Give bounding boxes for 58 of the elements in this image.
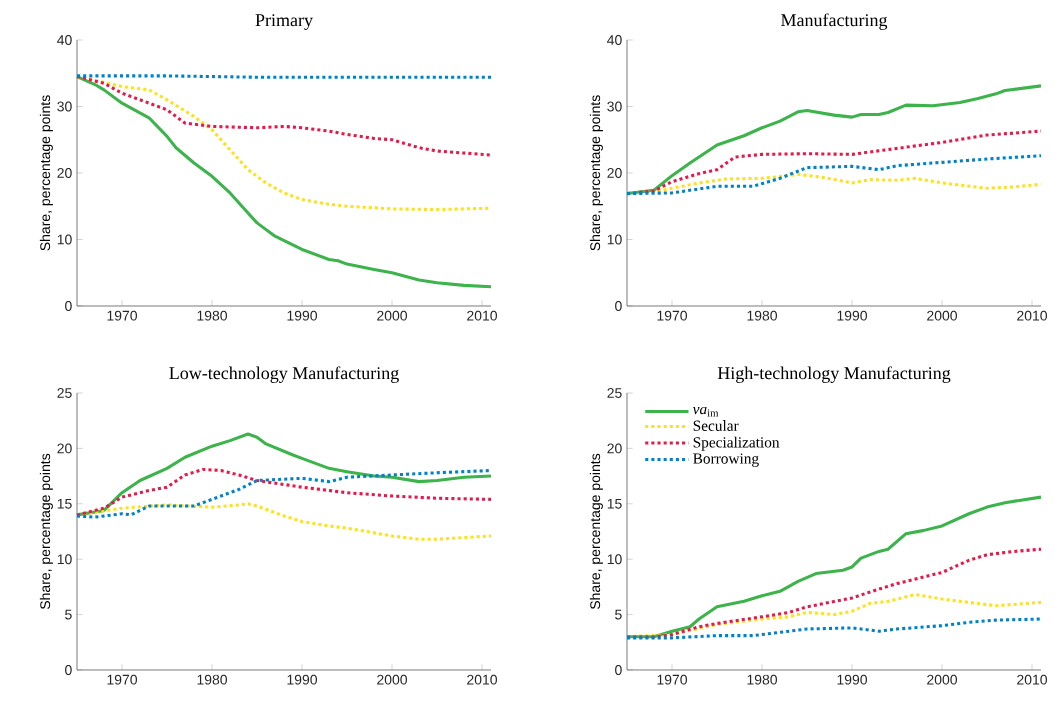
y-tick-label: 30 — [57, 101, 72, 112]
y-tick-label: 25 — [57, 388, 72, 398]
y-tick-label: 25 — [607, 388, 622, 398]
x-tick-label: 2000 — [927, 674, 958, 685]
y-tick-label: 10 — [607, 234, 622, 245]
y-tick-label: 20 — [607, 168, 622, 178]
y-axis-title: Share, percentage points — [39, 453, 53, 610]
x-tick-label: 1990 — [287, 310, 318, 321]
y-tick-label: 10 — [607, 554, 622, 565]
y-tick-label: 10 — [57, 554, 72, 565]
chart-title: Manufacturing — [781, 13, 888, 30]
chart-title: High-technology Manufacturing — [717, 366, 951, 383]
y-tick-label: 10 — [57, 234, 72, 245]
y-tick-label: 0 — [615, 665, 622, 675]
y-tick-label: 15 — [57, 498, 72, 509]
legend-label: Secular — [693, 420, 739, 431]
legend-label: Borrowing — [693, 453, 759, 467]
x-tick-label: 1990 — [837, 674, 868, 685]
chart-title: Primary — [255, 14, 313, 30]
y-tick-label: 30 — [607, 101, 622, 112]
x-tick-label: 2000 — [927, 310, 958, 321]
legend-label: va$_{im}$ — [692, 406, 719, 417]
y-axis-title: Share, percentage points — [589, 453, 603, 610]
x-tick-label: 1970 — [107, 310, 138, 321]
x-tick-label: 2000 — [377, 674, 408, 685]
x-tick-label: 1970 — [657, 310, 688, 321]
y-tick-label: 20 — [57, 168, 72, 178]
y-tick-label: 0 — [65, 665, 72, 675]
y-tick-label: 40 — [607, 35, 622, 45]
y-tick-label: 20 — [607, 443, 622, 454]
y-axis-title: Share, percentage points — [39, 95, 53, 251]
x-tick-label: 1970 — [107, 674, 138, 685]
x-tick-label: 2000 — [377, 310, 408, 321]
chart-title: Low-technology Manufacturing — [169, 366, 399, 383]
y-tick-label: 5 — [65, 609, 72, 620]
y-tick-label: 0 — [65, 301, 72, 311]
y-tick-label: 40 — [57, 35, 72, 45]
x-tick-label: 1980 — [747, 310, 778, 321]
x-tick-label: 1980 — [197, 674, 228, 685]
line-series — [625, 547, 1043, 639]
x-tick-label: 1970 — [657, 674, 688, 685]
line-series — [75, 75, 493, 157]
line-series — [625, 154, 1043, 196]
legend-label: Specialization — [693, 436, 780, 451]
x-tick-label: 1980 — [747, 674, 778, 685]
y-tick-label: 5 — [615, 609, 622, 620]
y-axis-title: Share, percentage points — [589, 95, 603, 251]
x-tick-label: 1990 — [287, 674, 318, 685]
y-tick-label: 0 — [615, 301, 622, 311]
x-tick-label: 1980 — [197, 310, 228, 321]
x-tick-label: 2010 — [1017, 310, 1048, 321]
x-tick-label: 2010 — [467, 310, 498, 321]
x-tick-label: 1990 — [837, 310, 868, 321]
line-series — [625, 617, 1043, 640]
y-tick-label: 20 — [57, 443, 72, 454]
y-tick-label: 15 — [607, 498, 622, 509]
x-tick-label: 2010 — [1017, 674, 1048, 685]
x-tick-label: 2010 — [467, 674, 498, 685]
